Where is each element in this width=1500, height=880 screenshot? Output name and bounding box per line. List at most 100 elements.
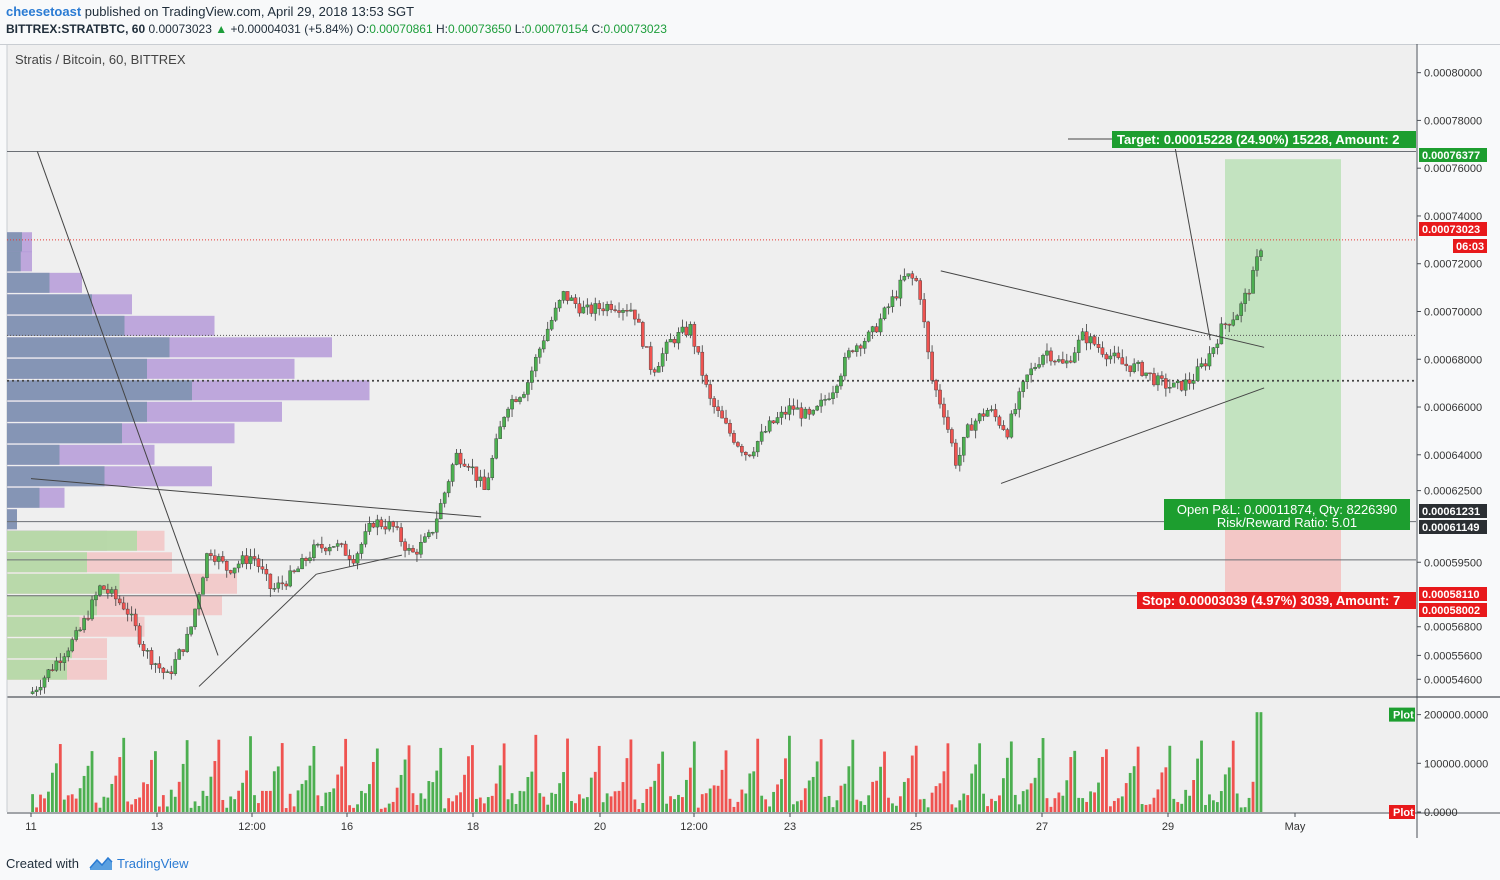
volume-profile-bar-up [7,573,120,594]
volume-bar [114,775,118,812]
candle-body [569,297,574,301]
volume-bar [225,807,229,812]
candle-body [1132,363,1136,373]
author-link[interactable]: cheesetoast [6,4,82,19]
volume-bar [94,802,98,812]
volume-bar [106,797,110,812]
candle-body [339,543,344,545]
volume-bar [245,770,248,812]
candle-body [692,324,697,347]
volume-bar [419,793,423,812]
volume-bar [1093,792,1096,812]
candle-body [799,407,804,419]
candle-body [894,296,899,299]
candle-body [1247,292,1251,295]
candle-body [728,423,732,434]
candle-body [1096,344,1101,348]
candle-body [474,466,479,481]
candle-body [189,626,193,635]
volume-bar [157,806,161,812]
candle-body [161,667,166,673]
candle-body [1227,323,1232,326]
candle-body [811,409,815,415]
candle-body [78,629,82,632]
chart-footer: Created with TradingView [0,852,1500,880]
volume-bar [407,745,411,812]
volume-bar [1172,798,1176,812]
volume-bar [1243,807,1247,812]
time-axis-label: May [1285,821,1306,833]
candle-body [553,307,558,321]
tradingview-logo-icon[interactable] [88,854,114,874]
candle-body [815,405,819,411]
candle-body [367,523,372,532]
plot-badge: Plot [1393,807,1414,819]
volume-bar [902,781,906,812]
volume-bar [1124,783,1128,812]
candle-body [125,608,130,615]
candle-body [403,541,407,551]
candle-body [803,408,808,419]
volume-bar [411,793,415,812]
candle-body [1168,386,1172,389]
volume-bar [66,795,70,812]
candle-body [577,303,582,314]
candle-body [771,420,776,424]
candle-body [462,463,467,467]
candle-body [910,273,915,279]
price-axis-label: 0.00054600 [1424,674,1482,686]
candle-body [137,625,142,645]
candle-body [1068,360,1073,363]
stop-label: Stop: 0.00003039 (4.97%) 3039, Amount: 7 [1142,593,1400,608]
candle-body [50,669,55,671]
price-axis-label: 0.00055600 [1424,650,1482,662]
volume-bar [736,801,740,812]
volume-bar [1144,804,1148,812]
candle-body [1009,413,1014,438]
axis-price-label: 0.00076377 [1422,150,1480,162]
volume-profile-bar-up [7,358,147,379]
high-label: H: [435,22,448,36]
candle-body [1021,381,1026,392]
candle-body [1100,347,1105,355]
candle-body [958,454,962,466]
price-axis-label: 0.00066000 [1424,402,1482,414]
volume-bar [847,766,851,812]
volume-bar [597,745,601,812]
volume-bar [43,798,46,812]
candle-body [617,310,621,313]
volume-bar [1196,758,1199,812]
volume-bar [883,751,886,812]
candle-body [779,411,784,418]
volume-bar [261,790,264,812]
volume-bar [879,766,882,812]
volume-bar [494,783,498,812]
candle-body [82,618,86,631]
candle-body [419,542,423,555]
volume-profile-bar-up [7,638,72,659]
candle-body [633,309,637,320]
target-label: Target: 0.00015228 (24.90%) 15228, Amoun… [1117,132,1400,147]
candle-body [220,556,225,562]
chart-area[interactable]: Stratis / Bitcoin, 60, BITTREX 0.00080000… [0,42,1500,852]
volume-bar [1168,745,1172,812]
volume-bar [617,790,621,812]
volume-bar [146,784,149,812]
volume-bar [895,805,898,812]
price-axis-label: 0.00064000 [1424,450,1482,462]
volume-bar [843,783,847,812]
trend-line [1174,148,1211,341]
axis-price-label: 0.00058110 [1422,589,1480,601]
volume-bar [593,771,597,812]
candle-body [379,519,384,527]
volume-profile-bar-up [7,466,105,487]
volume-bar [383,807,387,812]
price-chart[interactable]: Stratis / Bitcoin, 60, BITTREX 0.00080000… [0,42,1500,852]
publish-info: published on TradingView.com, April 29, … [84,4,415,19]
volume-bar [399,774,403,812]
tradingview-brand-link[interactable]: TradingView [117,856,189,871]
volume-bar [589,777,593,812]
candle-body [181,649,185,652]
volume-bar [324,792,328,812]
candle-body [965,424,970,438]
